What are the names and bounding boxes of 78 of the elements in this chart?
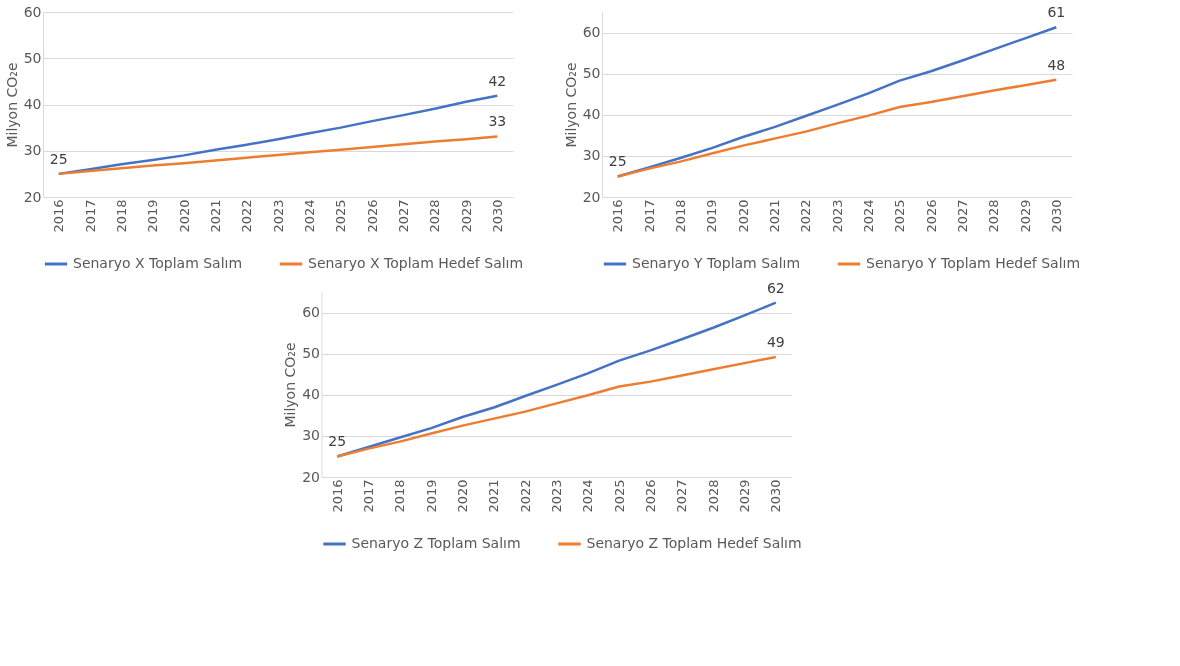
x-tick-label: 2024: [580, 479, 596, 513]
x-tick-label: 2021: [207, 199, 223, 233]
x-tick-label: 2017: [361, 479, 376, 513]
y-tick-label: 60: [23, 3, 42, 20]
x-tick-label: 2028: [705, 479, 721, 513]
x-tick-label: 2024: [301, 199, 317, 233]
y-tick-label: 20: [23, 188, 42, 205]
x-tick-label: 2018: [113, 199, 129, 233]
y-axis-title: Milyon CO₂e: [282, 342, 299, 428]
legend-label: Senaryo X Toplam Salım: [73, 255, 243, 271]
x-tick-label: 2020: [735, 199, 751, 233]
x-tick-label: 2028: [986, 199, 1002, 233]
x-tick-label: 2023: [829, 199, 845, 233]
x-tick-label: 2026: [923, 199, 939, 233]
x-tick-label: 2019: [704, 199, 720, 233]
x-tick-label: 2030: [489, 199, 505, 233]
x-tick-label: 2016: [610, 199, 626, 233]
y-axis-title: Milyon CO₂e: [562, 62, 579, 148]
y-tick-label: 50: [302, 345, 320, 362]
x-tick-label: 2028: [427, 199, 443, 233]
x-tick-label: 2029: [737, 479, 752, 513]
y-tick-label: 30: [23, 142, 42, 159]
y-tick-label: 30: [302, 427, 320, 444]
x-tick-label: 2020: [455, 479, 470, 513]
x-tick-label: 2024: [860, 199, 876, 233]
data-label: 49: [766, 333, 785, 350]
x-tick-label: 2026: [643, 479, 658, 513]
x-tick-label: 2022: [239, 199, 255, 233]
x-tick-label: 2017: [641, 199, 657, 233]
x-tick-label: 2027: [954, 199, 970, 233]
y-tick-label: 20: [582, 188, 601, 205]
x-tick-label: 2021: [486, 479, 502, 513]
data-label: 42: [488, 72, 507, 89]
y-tick-label: 40: [302, 386, 320, 403]
x-tick-label: 2030: [1048, 199, 1064, 233]
x-tick-label: 2026: [364, 199, 380, 233]
x-tick-label: 2021: [766, 199, 782, 233]
x-tick-label: 2017: [82, 199, 98, 233]
y-axis-title: Milyon CO₂e: [3, 62, 20, 148]
legend-label: Senaryo X Toplam Hedef Salım: [308, 255, 524, 271]
x-tick-label: 2025: [333, 199, 349, 233]
y-tick-label: 50: [23, 49, 42, 66]
y-tick-label: 50: [582, 65, 601, 82]
x-tick-label: 2027: [674, 479, 690, 513]
data-label: 48: [1047, 56, 1066, 73]
legend-label: Senaryo Z Toplam Hedef Salım: [586, 535, 802, 551]
data-label: 25: [49, 150, 68, 167]
x-tick-label: 2022: [517, 479, 533, 513]
y-tick-label: 60: [302, 304, 320, 321]
x-tick-label: 2025: [611, 479, 627, 513]
x-tick-label: 2020: [176, 199, 192, 233]
legend-label: Senaryo Y Toplam Hedef Salım: [866, 255, 1081, 271]
data-label: 25: [608, 153, 627, 170]
data-label: 61: [1047, 4, 1066, 21]
y-tick-label: 20: [302, 468, 320, 485]
x-tick-label: 2029: [1017, 199, 1033, 233]
x-tick-label: 2019: [145, 199, 161, 233]
data-label: 62: [766, 279, 785, 296]
legend-label: Senaryo Z Toplam Salım: [351, 535, 521, 551]
x-tick-label: 2029: [458, 199, 474, 233]
data-label: 25: [328, 433, 347, 450]
x-tick-label: 2027: [395, 199, 411, 233]
legend-label: Senaryo Y Toplam Salım: [632, 255, 801, 271]
x-tick-label: 2030: [768, 479, 784, 513]
x-tick-label: 2025: [892, 199, 908, 233]
x-tick-label: 2018: [672, 199, 688, 233]
x-tick-label: 2023: [270, 199, 286, 233]
y-tick-label: 60: [582, 24, 601, 41]
data-label: 33: [488, 113, 507, 130]
x-tick-label: 2022: [798, 199, 814, 233]
x-tick-label: 2023: [549, 479, 564, 513]
x-tick-label: 2018: [392, 479, 408, 513]
y-tick-label: 30: [582, 147, 601, 164]
x-tick-label: 2019: [423, 479, 439, 513]
x-tick-label: 2016: [329, 479, 345, 513]
y-tick-label: 40: [582, 106, 601, 123]
y-tick-label: 40: [23, 96, 42, 112]
x-tick-label: 2016: [51, 199, 67, 233]
